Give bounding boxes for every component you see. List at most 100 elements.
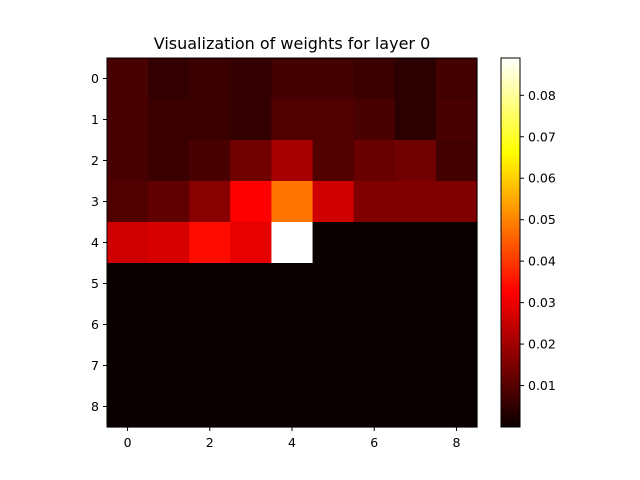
heatmap-cell <box>435 99 478 141</box>
heatmap-cell <box>230 99 273 141</box>
y-tick-label: 0 <box>91 71 99 86</box>
heatmap-cell <box>230 58 273 100</box>
heatmap-cell <box>271 386 314 428</box>
heatmap-cell <box>312 99 355 141</box>
heatmap-cell <box>189 386 231 428</box>
colorbar-tick-label: 0.03 <box>528 295 556 310</box>
heatmap-cell <box>394 99 437 141</box>
heatmap-cell <box>394 345 437 387</box>
x-tick-label: 8 <box>452 435 460 450</box>
heatmap-cell <box>312 140 355 182</box>
colorbar-tick-label: 0.06 <box>528 171 556 186</box>
heatmap-cell <box>148 222 190 264</box>
heatmap-cell <box>230 140 273 182</box>
heatmap-cell <box>189 263 231 305</box>
heatmap-cell <box>435 263 478 305</box>
heatmap-cell <box>353 222 396 264</box>
colorbar-axis: 0.01 0.02 0.03 0.04 0.05 0.06 0.07 0.08 <box>520 88 556 393</box>
heatmap-cell <box>107 140 149 182</box>
heatmap-cell <box>148 345 190 387</box>
heatmap-cell <box>107 58 149 100</box>
heatmap-cell <box>312 345 355 387</box>
colorbar-tick-label: 0.02 <box>528 337 556 352</box>
colorbar <box>500 57 521 428</box>
heatmap-cell <box>394 181 437 223</box>
heatmap-cell <box>271 181 314 223</box>
colorbar-frame <box>500 57 521 428</box>
colorbar-tick-label: 0.07 <box>528 129 556 144</box>
heatmap-cell <box>230 386 273 428</box>
heatmap-cell <box>107 222 149 264</box>
heatmap-cell <box>435 222 478 264</box>
heatmap-cell <box>148 99 190 141</box>
heatmap-cell <box>189 140 231 182</box>
heatmap-cell <box>148 304 190 346</box>
y-tick-label: 7 <box>91 358 99 373</box>
heatmap-cell <box>107 263 149 305</box>
heatmap-cell <box>435 386 478 428</box>
heatmap-cell <box>353 181 396 223</box>
heatmap-cell <box>394 222 437 264</box>
heatmap-cell <box>312 386 355 428</box>
heatmap-cell <box>148 263 190 305</box>
heatmap-cell <box>353 345 396 387</box>
heatmap-cell <box>353 304 396 346</box>
y-tick-label: 5 <box>91 276 99 291</box>
y-tick-label: 4 <box>91 235 99 250</box>
heatmap-cell <box>230 181 273 223</box>
heatmap-cell <box>230 345 273 387</box>
y-tick-label: 1 <box>91 112 99 127</box>
heatmap-cell <box>107 181 149 223</box>
heatmap-cell <box>148 140 190 182</box>
heatmap-cell <box>271 140 314 182</box>
heatmap-cell <box>148 181 190 223</box>
heatmap-cell <box>271 222 314 264</box>
heatmap-cell <box>312 58 355 100</box>
colorbar-tick-label: 0.08 <box>528 88 556 103</box>
heatmap-plot <box>107 58 478 428</box>
heatmap-cell <box>271 345 314 387</box>
heatmap-cell <box>394 140 437 182</box>
colorbar-tick-label: 0.04 <box>528 254 556 269</box>
x-tick-label: 0 <box>124 435 132 450</box>
heatmap-cell <box>353 140 396 182</box>
heatmap-cell <box>271 304 314 346</box>
heatmap-cell <box>148 386 190 428</box>
heatmap-cell <box>394 386 437 428</box>
heatmap-cell <box>271 263 314 305</box>
colorbar-tick-label: 0.01 <box>528 378 556 393</box>
heatmap-cell <box>394 304 437 346</box>
heatmap-cell <box>435 58 478 100</box>
y-tick-label: 3 <box>91 194 99 209</box>
x-tick-label: 2 <box>206 435 214 450</box>
heatmap-cell <box>353 99 396 141</box>
heatmap-cell <box>107 304 149 346</box>
heatmap-cell <box>107 386 149 428</box>
heatmap-cell <box>353 58 396 100</box>
heatmap-cell <box>353 263 396 305</box>
y-axis: 0 1 2 3 4 5 6 7 8 <box>91 71 107 414</box>
heatmap-cell <box>189 58 231 100</box>
x-axis: 0 2 4 6 8 <box>124 427 460 450</box>
heatmap-cell <box>271 99 314 141</box>
heatmap-cell <box>189 304 231 346</box>
heatmap-cell <box>312 304 355 346</box>
y-tick-label: 2 <box>91 153 99 168</box>
chart-title: Visualization of weights for layer 0 <box>154 34 431 53</box>
heatmap-cell <box>230 304 273 346</box>
heatmap-cell <box>312 181 355 223</box>
heatmap-cell <box>107 99 149 141</box>
y-tick-label: 6 <box>91 317 99 332</box>
heatmap-cell <box>312 222 355 264</box>
colorbar-gradient <box>501 58 520 427</box>
colorbar-tick-label: 0.05 <box>528 212 556 227</box>
heatmap-cell <box>394 58 437 100</box>
heatmap-cell <box>435 140 478 182</box>
heatmap-cell <box>435 304 478 346</box>
heatmap-cell <box>107 345 149 387</box>
x-tick-label: 4 <box>288 435 296 450</box>
heatmap-cell <box>312 263 355 305</box>
y-tick-label: 8 <box>91 399 99 414</box>
heatmap-cell <box>435 181 478 223</box>
